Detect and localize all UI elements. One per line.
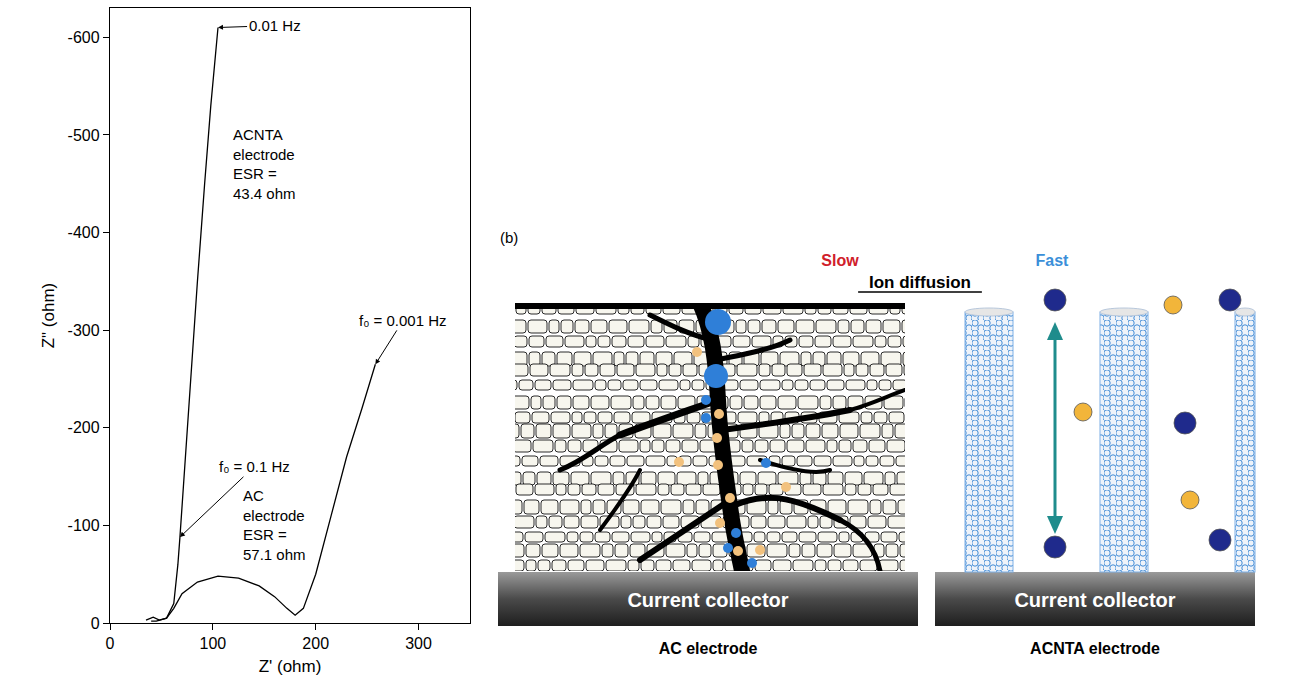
svg-text:100: 100 <box>200 635 227 652</box>
svg-text:(b): (b) <box>500 229 518 246</box>
svg-text:-300: -300 <box>68 322 100 339</box>
svg-text:Fast: Fast <box>1036 252 1070 269</box>
svg-text:ACNTA electrode: ACNTA electrode <box>1030 640 1160 657</box>
svg-text:Current collector: Current collector <box>1014 589 1175 611</box>
svg-text:f₀ = 0.1 Hz: f₀ = 0.1 Hz <box>219 458 290 475</box>
svg-text:300: 300 <box>405 635 432 652</box>
svg-text:-400: -400 <box>68 224 100 241</box>
svg-text:-100: -100 <box>68 517 100 534</box>
svg-text:0.01 Hz: 0.01 Hz <box>249 17 301 34</box>
svg-text:f₀ = 0.001 Hz: f₀ = 0.001 Hz <box>359 312 447 329</box>
svg-text:Current collector: Current collector <box>627 589 788 611</box>
svg-text:200: 200 <box>302 635 329 652</box>
svg-text:Slow: Slow <box>821 252 859 269</box>
svg-text:-500: -500 <box>68 126 100 143</box>
svg-text:ACNTAelectrodeESR =43.4 ohm: ACNTAelectrodeESR =43.4 ohm <box>233 126 296 202</box>
svg-text:0: 0 <box>106 635 115 652</box>
svg-text:AC electrode: AC electrode <box>659 640 758 657</box>
svg-text:0: 0 <box>91 615 100 632</box>
svg-text:Z" (ohm): Z" (ohm) <box>39 283 58 349</box>
svg-text:ACelectrodeESR =57.1 ohm: ACelectrodeESR =57.1 ohm <box>243 487 306 563</box>
svg-text:-600: -600 <box>68 29 100 46</box>
svg-text:Ion diffusion: Ion diffusion <box>869 273 971 292</box>
svg-text:Z' (ohm): Z' (ohm) <box>259 657 322 676</box>
svg-text:-200: -200 <box>68 419 100 436</box>
